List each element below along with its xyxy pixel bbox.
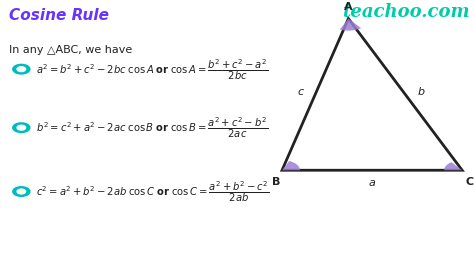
Text: $a^2 = b^2 + c^2 - 2bc\;\cos A$$\mathbf{\;or\;}$$\cos A = \dfrac{b^2 + c^2 - a^2: $a^2 = b^2 + c^2 - 2bc\;\cos A$$\mathbf{… (36, 57, 268, 82)
Circle shape (17, 189, 26, 194)
Circle shape (17, 125, 26, 130)
Wedge shape (340, 19, 361, 31)
Text: $b^2 = c^2 + a^2 - 2ac\;\cos B$$\mathbf{\;or\;}$$\cos B = \dfrac{a^2 + c^2 - b^2: $b^2 = c^2 + a^2 - 2ac\;\cos B$$\mathbf{… (36, 115, 268, 140)
Text: Cosine Rule: Cosine Rule (9, 8, 109, 23)
Circle shape (17, 67, 26, 72)
Text: In any △ABC, we have: In any △ABC, we have (9, 45, 133, 55)
Wedge shape (282, 161, 300, 170)
Text: c: c (297, 87, 303, 97)
Text: B: B (272, 177, 281, 187)
Circle shape (13, 187, 30, 196)
Circle shape (13, 64, 30, 74)
Circle shape (13, 123, 30, 132)
Text: b: b (417, 87, 424, 97)
Polygon shape (282, 19, 462, 170)
Text: C: C (465, 177, 474, 187)
Text: a: a (369, 178, 375, 188)
Text: teachoo.com: teachoo.com (342, 3, 469, 21)
Wedge shape (444, 162, 462, 170)
Text: A: A (344, 2, 353, 12)
Text: $c^2 = a^2 + b^2 - 2ab\;\cos C$$\mathbf{\;or\;}$$\cos C = \dfrac{a^2 + b^2 - c^2: $c^2 = a^2 + b^2 - 2ab\;\cos C$$\mathbf{… (36, 179, 269, 204)
